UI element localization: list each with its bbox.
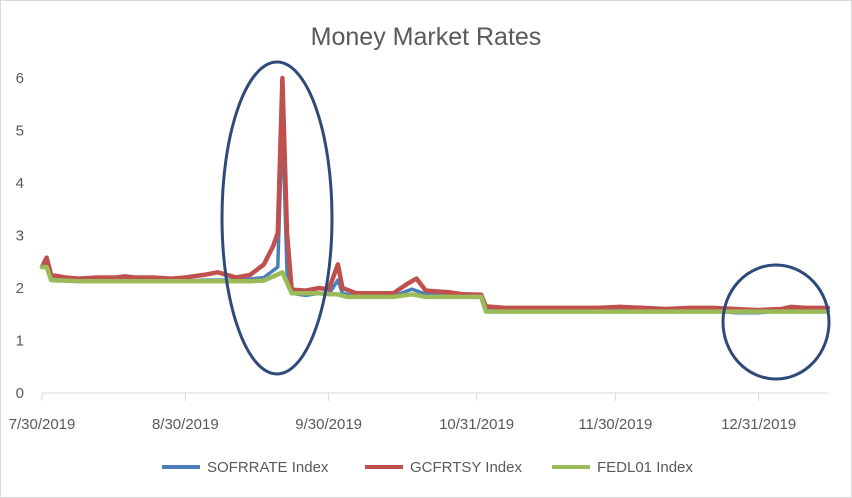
y-tick-label: 0 [16, 385, 24, 402]
series-lines [39, 75, 831, 315]
x-tick-label: 10/31/2019 [439, 416, 514, 433]
x-tick-label: 12/31/2019 [721, 416, 796, 433]
y-tick-label: 1 [16, 333, 24, 350]
y-tick-label: 3 [16, 228, 24, 245]
series-line-fedl01-index [39, 264, 831, 314]
axes: 0 1 2 3 4 5 6 7/30/2019 8/30/2019 9/30/2019 10/31/… [9, 70, 828, 433]
legend-label: GCFRTSY Index [410, 459, 522, 476]
x-tick-label: 9/30/2019 [295, 416, 362, 433]
highlight-ellipse [220, 60, 334, 376]
chart-title: Money Market Rates [311, 23, 542, 51]
legend-label: FEDL01 Index [597, 459, 693, 476]
highlight-ellipse [721, 263, 831, 381]
legend: SOFRRATE Index GCFRTSY Index FEDL01 Index [162, 459, 693, 476]
y-tick-label: 2 [16, 280, 24, 297]
annotations [220, 60, 831, 381]
x-tick-label: 8/30/2019 [152, 416, 219, 433]
y-tick-label: 6 [16, 70, 24, 87]
series-line-gcfrtsy-index [39, 75, 831, 313]
legend-label: SOFRRATE Index [207, 459, 329, 476]
x-tick-label: 7/30/2019 [9, 416, 76, 433]
y-tick-label: 5 [16, 123, 24, 140]
x-tick-label: 11/30/2019 [578, 416, 652, 433]
y-tick-label: 4 [16, 175, 24, 192]
